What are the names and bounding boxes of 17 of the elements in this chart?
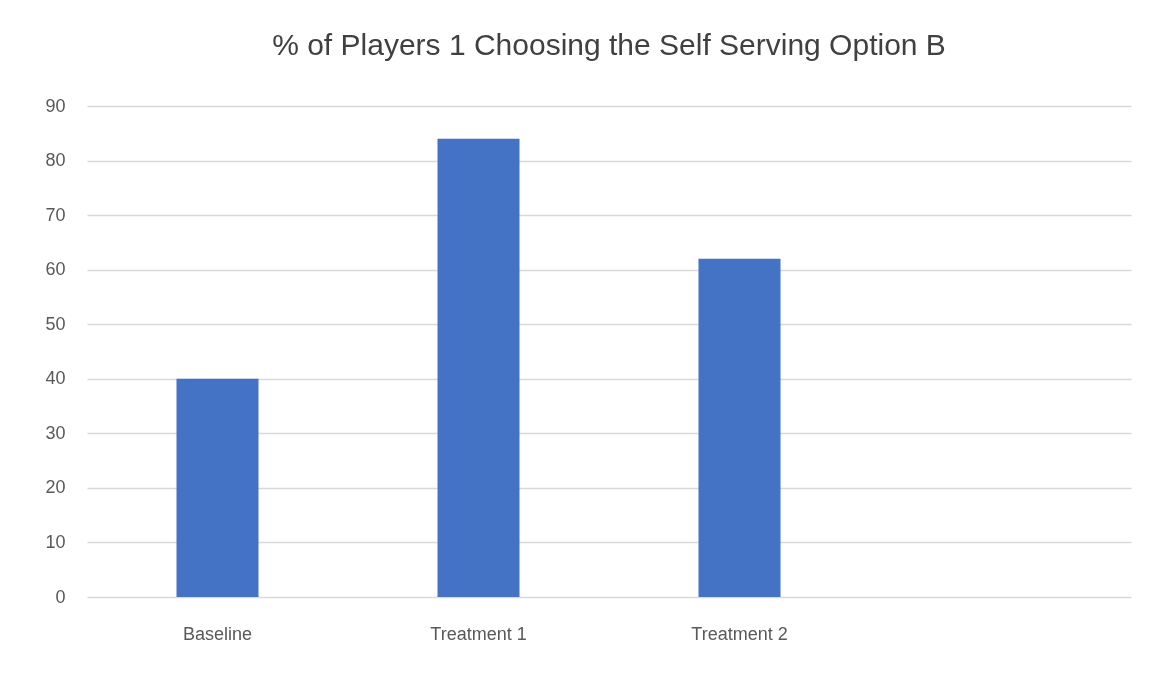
bar — [176, 378, 259, 597]
y-tick-label: 30 — [45, 422, 66, 443]
y-tick-label: 90 — [45, 95, 66, 116]
y-tick-label: 80 — [45, 150, 66, 171]
x-tick-label: Baseline — [182, 623, 253, 644]
y-tick-label: 70 — [45, 204, 66, 225]
y-tick-label: 10 — [45, 531, 66, 552]
y-tick-label: 60 — [45, 259, 66, 280]
x-tick-label: Treatment 1 — [430, 623, 527, 644]
y-tick-label: 20 — [45, 477, 66, 498]
bar — [698, 258, 781, 597]
y-tick-label: 50 — [45, 313, 66, 334]
chart-title: % of Players 1 Choosing the Self Serving Option B — [272, 28, 946, 61]
x-tick-label: Treatment 2 — [691, 623, 788, 644]
y-tick-label: 40 — [45, 368, 66, 389]
bar — [437, 138, 520, 597]
y-tick-label: 0 — [55, 586, 66, 607]
